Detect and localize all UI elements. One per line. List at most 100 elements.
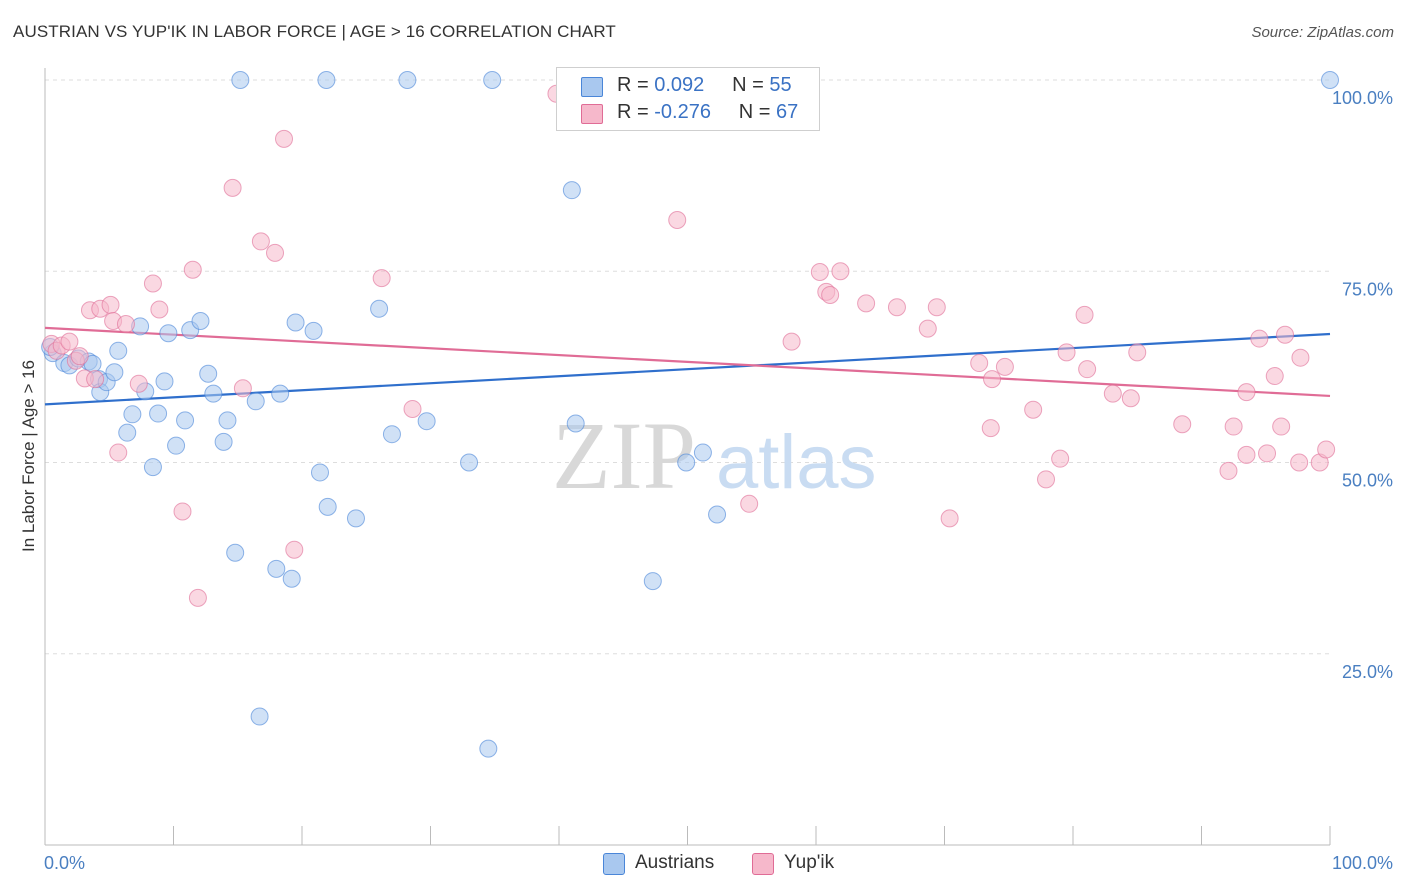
r-value: 0.092 — [654, 74, 705, 96]
yupik-point — [70, 347, 89, 366]
r-label: R = — [617, 74, 649, 96]
austrians-point — [123, 405, 142, 424]
y-tick-label: 100.0% — [1332, 88, 1393, 108]
zipatlas-watermark: ZIP atlas — [552, 402, 877, 509]
yupik-point — [1237, 445, 1256, 464]
yupik-point — [810, 263, 829, 282]
austrians-point — [246, 392, 265, 411]
yupik-point — [940, 509, 959, 528]
source-credit: Source: ZipAtlas.com — [1251, 24, 1394, 41]
austrians-point — [218, 411, 237, 430]
yupik-point — [927, 298, 946, 317]
axes — [44, 68, 1331, 846]
yupik-point — [1224, 417, 1243, 436]
yupik-point — [1057, 343, 1076, 362]
yupik-point — [101, 295, 120, 314]
austrians-point — [159, 324, 178, 343]
yupik-point — [372, 269, 391, 288]
yupik-point — [983, 370, 1002, 389]
yupik-point — [223, 178, 242, 197]
yupik-point — [285, 540, 304, 559]
yupik-point — [1051, 449, 1070, 468]
yupik-point — [1291, 348, 1310, 367]
yupik-point — [821, 285, 840, 304]
austrians-point — [677, 453, 696, 472]
austrians-point — [1321, 71, 1339, 89]
austrians-point — [282, 569, 301, 588]
yupik-point — [1237, 383, 1256, 402]
austrians-point — [204, 384, 223, 403]
austrians-point — [562, 181, 581, 200]
yupik-swatch — [752, 853, 774, 875]
austrians-point — [214, 432, 233, 451]
austrians-point — [483, 71, 502, 89]
yupik-point — [116, 315, 135, 334]
austrians-point — [693, 443, 712, 462]
austrians-point — [708, 505, 727, 524]
yupik-point — [266, 243, 285, 262]
yupik-point — [1290, 453, 1309, 472]
yupik-point — [782, 332, 801, 351]
austrians-point — [479, 739, 498, 758]
yupik-point — [740, 494, 759, 513]
austrians-point — [167, 436, 186, 455]
austrians-point — [370, 299, 389, 318]
yupik-point — [173, 502, 192, 521]
austrians-point — [199, 364, 218, 383]
yupik-point — [1276, 325, 1295, 344]
austrians-point — [317, 71, 336, 89]
y-axis-label: In Labor Force | Age > 16 — [19, 360, 38, 552]
austrians-trend-line — [44, 332, 1331, 406]
yupik-point — [1219, 461, 1238, 480]
yupik-swatch — [581, 104, 603, 124]
yupik-point — [1078, 360, 1097, 379]
n-label: N = — [732, 74, 764, 96]
legend-label: Yup'ik — [784, 852, 835, 873]
austrians-point — [643, 572, 662, 591]
austrians-point — [191, 311, 210, 330]
yupik-point — [1265, 367, 1284, 386]
austrians-point — [155, 372, 174, 391]
austrians-point — [105, 363, 124, 382]
austrians-point — [398, 71, 417, 89]
trend-lines — [44, 326, 1331, 406]
yupik-point — [1272, 417, 1291, 436]
yupik-point — [1128, 343, 1147, 362]
austrians-point — [176, 411, 195, 430]
n-label: N = — [738, 101, 771, 123]
yupik-point — [403, 399, 422, 418]
y-tick-label: 25.0% — [1342, 662, 1393, 682]
yupik-point — [1037, 470, 1056, 489]
n-value: 67 — [776, 101, 799, 123]
yupik-point — [970, 354, 989, 373]
austrians-point — [382, 425, 401, 444]
austrians-point — [304, 321, 323, 340]
yupik-point — [183, 260, 202, 279]
yupik-point — [887, 298, 906, 317]
y-tick-label: 50.0% — [1342, 471, 1393, 491]
austrians-point — [109, 341, 128, 360]
r-label: R = — [617, 101, 649, 123]
r-value: -0.276 — [654, 101, 711, 123]
austrians-point — [346, 509, 365, 528]
data-points — [41, 71, 1339, 758]
yupik-point — [1075, 305, 1094, 324]
yupik-point — [109, 443, 128, 462]
watermark-atlas: atlas — [716, 420, 877, 505]
yupik-point — [86, 370, 105, 389]
tick-labels: 25.0% 50.0% 75.0% 100.0% 0.0% 100.0% — [44, 88, 1393, 873]
yupik-point — [918, 319, 937, 338]
yupik-point — [188, 588, 207, 607]
n-value: 55 — [769, 74, 792, 96]
gridlines — [45, 79, 1330, 655]
yupik-point — [129, 374, 148, 393]
yupik-point — [150, 300, 169, 319]
austrians-swatch — [581, 77, 603, 97]
austrians-point — [310, 463, 329, 482]
austrians-point — [271, 384, 290, 403]
yupik-point — [995, 357, 1014, 376]
yupik-point — [831, 262, 850, 281]
austrians-point — [226, 543, 245, 562]
x-tick-label: 0.0% — [44, 853, 85, 873]
